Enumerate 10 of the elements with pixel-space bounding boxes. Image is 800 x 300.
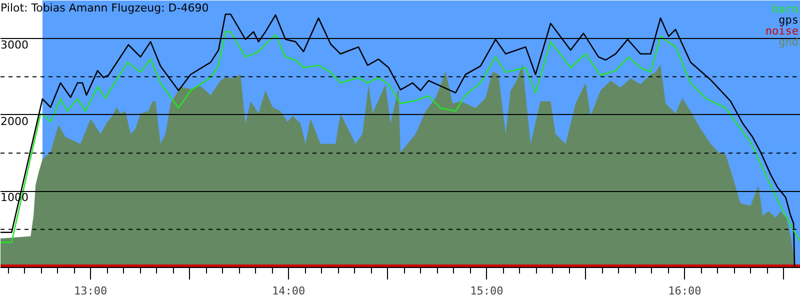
text: gps xyxy=(778,14,799,26)
x-tick-label: 16:00 xyxy=(668,284,702,298)
text: baro xyxy=(772,2,799,16)
text: gnd xyxy=(778,36,799,48)
x-tick-label: 15:00 xyxy=(470,284,504,298)
text: noise xyxy=(765,24,799,38)
y-tick-label: 2000 xyxy=(0,114,28,128)
x-tick-label: 13:00 xyxy=(74,284,108,298)
x-tick-label: 14:00 xyxy=(272,284,306,298)
y-tick-label: 3000 xyxy=(0,38,28,52)
